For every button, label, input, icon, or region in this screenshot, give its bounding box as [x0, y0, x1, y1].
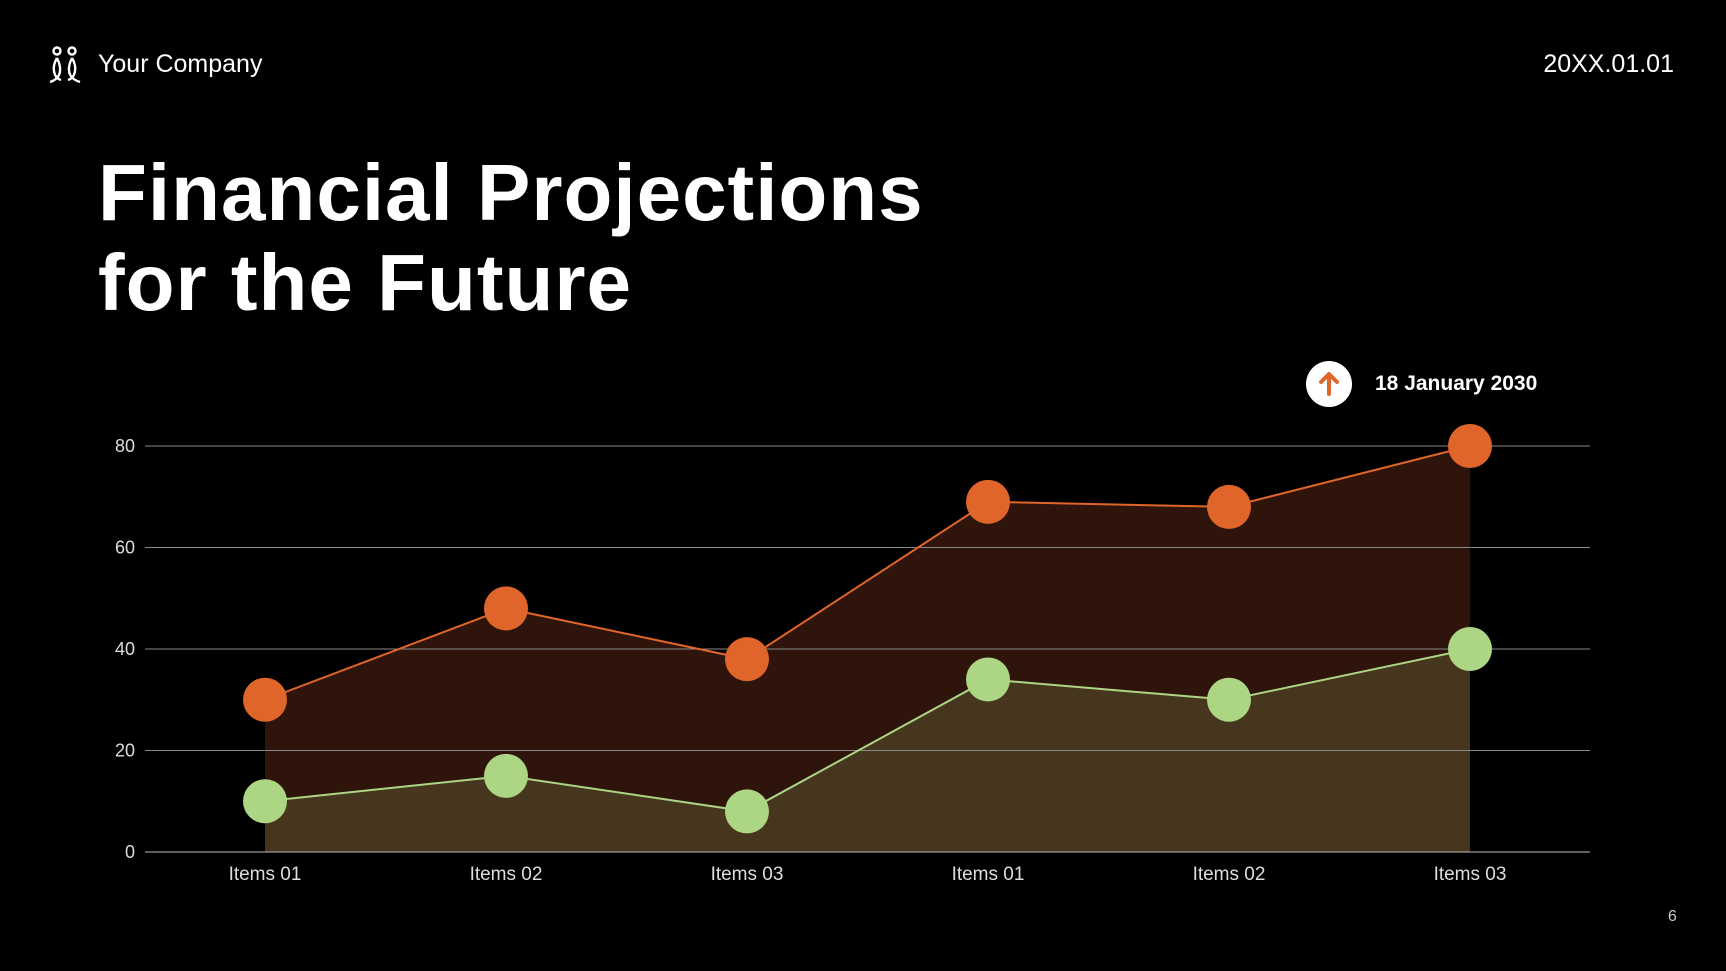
x-tick-label: Items 02 [1193, 864, 1266, 885]
series-line-1 [264, 445, 1471, 701]
header-date: 20XX.01.01 [1543, 50, 1674, 78]
data-point [725, 789, 769, 834]
title-line-1: Financial Projections [98, 148, 924, 237]
series-line-2 [264, 648, 1471, 813]
x-tick-label: Items 02 [470, 864, 543, 885]
page-title: Financial Projections for the Future [98, 148, 924, 328]
y-tick-label: 20 [115, 741, 135, 761]
people-logo-icon [49, 46, 81, 84]
data-point [243, 779, 287, 824]
title-line-2: for the Future [98, 238, 632, 327]
arrow-up-icon [1306, 361, 1352, 407]
y-tick-label: 60 [115, 538, 135, 558]
company-name: Your Company [98, 50, 263, 78]
legend-label: 18 January 2030 [1375, 372, 1538, 395]
data-point [484, 586, 528, 631]
y-tick-label: 40 [115, 639, 135, 659]
data-point [243, 677, 287, 722]
data-point [484, 753, 528, 798]
data-point [725, 637, 769, 682]
data-point [966, 657, 1010, 702]
data-point [966, 479, 1010, 524]
x-tick-label: Items 03 [1434, 864, 1507, 885]
data-point [1207, 677, 1251, 722]
data-point [1448, 627, 1492, 671]
x-tick-label: Items 01 [952, 864, 1025, 885]
y-tick-label: 0 [125, 842, 135, 862]
data-point [1207, 484, 1251, 529]
x-tick-label: Items 03 [711, 864, 784, 885]
x-tick-label: Items 01 [229, 864, 302, 885]
y-tick-label: 80 [115, 436, 135, 456]
data-point [1448, 424, 1492, 468]
